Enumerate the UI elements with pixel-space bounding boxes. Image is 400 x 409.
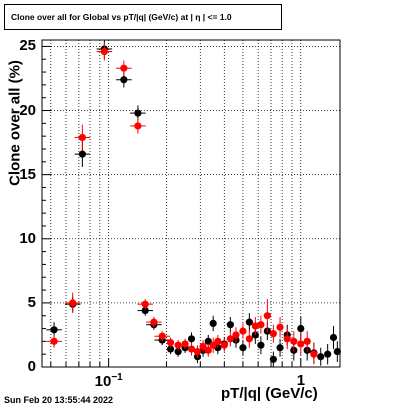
data-point-red xyxy=(263,312,271,320)
data-point-red xyxy=(226,335,234,343)
data-point-red xyxy=(297,340,305,348)
data-point-black xyxy=(166,345,175,353)
data-point-red xyxy=(150,318,158,326)
x-axis-label: pT/|q| (GeV/c) xyxy=(221,385,318,402)
data-point-black xyxy=(174,348,182,356)
data-point-black xyxy=(209,319,217,327)
data-point-black xyxy=(204,337,212,345)
data-point-red xyxy=(174,341,182,349)
data-point-red xyxy=(69,299,77,307)
data-point-red xyxy=(158,332,166,340)
data-point-red xyxy=(290,337,298,345)
y-tick-label: 10 xyxy=(19,229,36,247)
data-point-red xyxy=(214,337,222,345)
data-point-red xyxy=(220,341,228,349)
data-point-black xyxy=(297,324,305,333)
data-point-red xyxy=(78,133,86,142)
plot-frame xyxy=(41,39,341,368)
data-point-black xyxy=(276,344,284,352)
data-point-black xyxy=(324,350,332,358)
data-point-red xyxy=(120,64,128,72)
data-point-red xyxy=(239,327,247,335)
data-point-black xyxy=(226,321,234,329)
data-point-red xyxy=(193,348,202,356)
y-tick-label: 25 xyxy=(19,37,36,55)
data-point-black xyxy=(141,306,149,315)
data-point-red xyxy=(141,300,149,308)
y-tick-label: 20 xyxy=(19,101,36,119)
data-point-red xyxy=(100,47,108,56)
y-tick-label: 5 xyxy=(27,293,36,311)
data-point-red xyxy=(251,322,259,330)
data-point-red xyxy=(181,340,189,348)
chart-title: Clone over all for Global vs pT/|q| (GeV… xyxy=(11,12,232,22)
y-tick-label: 15 xyxy=(19,165,36,183)
data-point-red xyxy=(187,345,196,353)
data-point-red xyxy=(303,337,311,345)
data-point-black xyxy=(239,344,247,352)
data-point-black xyxy=(50,326,58,334)
data-point-red xyxy=(310,350,318,358)
data-point-black xyxy=(329,333,338,342)
data-point-black xyxy=(245,318,253,326)
data-point-black xyxy=(257,341,265,349)
data-point-red xyxy=(276,323,284,331)
x-tick-label: 1 xyxy=(296,372,306,389)
timestamp-footer: Sun Feb 20 13:55:44 2022 xyxy=(4,395,114,405)
data-point-black xyxy=(120,76,128,84)
data-point-black xyxy=(134,109,142,117)
data-point-black xyxy=(317,353,325,361)
data-point-black xyxy=(187,335,196,343)
data-point-red xyxy=(166,339,175,347)
data-point-red xyxy=(232,331,240,339)
data-point-black xyxy=(78,150,86,158)
data-point-red xyxy=(199,342,207,351)
data-point-black xyxy=(269,355,277,363)
x-tick-label: 10−1 xyxy=(94,372,123,390)
data-point-red xyxy=(204,346,212,354)
data-point-red xyxy=(257,321,265,329)
y-tick-label: 0 xyxy=(27,358,36,375)
data-point-red xyxy=(269,330,277,338)
data-point-red xyxy=(283,335,291,343)
data-point-black xyxy=(333,348,341,356)
data-point-red xyxy=(50,337,58,345)
data-point-red xyxy=(245,335,253,343)
chart-title-box: Clone over all for Global vs pT/|q| (GeV… xyxy=(4,4,282,30)
data-point-red xyxy=(134,122,142,130)
